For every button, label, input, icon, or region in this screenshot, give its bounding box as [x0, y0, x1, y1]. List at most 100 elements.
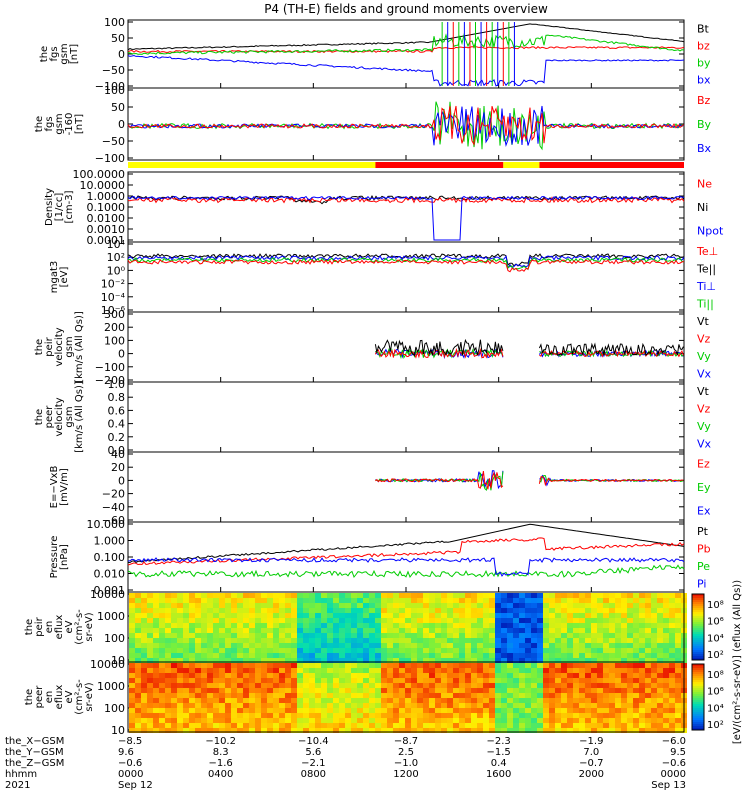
- spectrogram-cell: [675, 658, 681, 663]
- spectrogram-cell: [441, 668, 447, 673]
- spectrogram-cell: [177, 623, 183, 628]
- spectrogram-cell: [249, 623, 255, 628]
- spectrogram-cell: [339, 613, 345, 618]
- spectrogram-cell: [453, 698, 459, 703]
- spectrogram-cell: [489, 673, 495, 678]
- spectrogram-cell: [273, 598, 279, 603]
- spectrogram-cell: [135, 598, 141, 603]
- spectrogram-cell: [177, 633, 183, 638]
- spectrogram-cell: [429, 688, 435, 693]
- spectrogram-cell: [255, 633, 261, 638]
- spectrogram-cell: [633, 728, 639, 733]
- spectrogram-cell: [615, 648, 621, 653]
- spectrogram-cell: [675, 648, 681, 653]
- spectrogram-cell: [153, 623, 159, 628]
- spectrogram-cell: [591, 643, 597, 648]
- spectrogram-cell: [633, 608, 639, 613]
- spectrogram-cell: [435, 623, 441, 628]
- spectrogram-cell: [417, 708, 423, 713]
- spectrogram-cell: [171, 608, 177, 613]
- spectrogram-cell: [585, 628, 591, 633]
- spectrogram-cell: [189, 623, 195, 628]
- spectrogram-cell: [273, 683, 279, 688]
- spectrogram-cell: [561, 648, 567, 653]
- spectrogram-cell: [141, 608, 147, 613]
- spectrogram-cell: [297, 723, 303, 728]
- spectrogram-cell: [657, 723, 663, 728]
- spectrogram-cell: [159, 608, 165, 613]
- spectrogram-cell: [537, 723, 543, 728]
- spectrogram-cell: [663, 628, 669, 633]
- spectrogram-cell: [585, 678, 591, 683]
- spectrogram-cell: [453, 598, 459, 603]
- spectrogram-cell: [291, 648, 297, 653]
- spectrogram-cell: [315, 688, 321, 693]
- spectrogram-cell: [195, 593, 201, 598]
- spectrogram-cell: [387, 703, 393, 708]
- spectrogram-cell: [573, 708, 579, 713]
- spectrogram-cell: [567, 678, 573, 683]
- spectrogram-cell: [567, 613, 573, 618]
- y-axis-label: fgs: [49, 46, 60, 61]
- spectrogram-cell: [531, 683, 537, 688]
- spectrogram-cell: [651, 648, 657, 653]
- spectrogram-cell: [255, 628, 261, 633]
- spectrogram-cell: [393, 608, 399, 613]
- spectrogram-cell: [591, 683, 597, 688]
- x-column-value: −2.3: [487, 736, 511, 747]
- series-velocity: [538, 342, 684, 357]
- spectrogram-cell: [141, 723, 147, 728]
- spectrogram-cell: [615, 613, 621, 618]
- legend-bz: bz: [697, 40, 710, 53]
- spectrogram-cell: [201, 623, 207, 628]
- spectrogram-cell: [225, 638, 231, 643]
- spectrogram-cell: [405, 673, 411, 678]
- spectrogram-cell: [669, 608, 675, 613]
- spectrogram-cell: [609, 648, 615, 653]
- spectrogram-cell: [411, 603, 417, 608]
- spectrogram-cell: [273, 643, 279, 648]
- spectrogram-cell: [393, 643, 399, 648]
- spectrogram-cell: [381, 613, 387, 618]
- spectrogram-cell: [165, 643, 171, 648]
- colorbar-cell: [692, 596, 704, 598]
- spectrogram-cell: [417, 608, 423, 613]
- spectrogram-cell: [429, 638, 435, 643]
- spectrogram-cell: [279, 623, 285, 628]
- spectrogram-cell: [381, 678, 387, 683]
- spectrogram-cell: [135, 718, 141, 723]
- spectrogram-cell: [375, 593, 381, 598]
- spectrogram-cell: [561, 728, 567, 733]
- y-axis-label: peir: [34, 616, 45, 636]
- spectrogram-cell: [609, 678, 615, 683]
- spectrogram-cell: [189, 628, 195, 633]
- spectrogram-cell: [333, 693, 339, 698]
- spectrogram-cell: [381, 593, 387, 598]
- spectrogram-cell: [183, 658, 189, 663]
- spectrogram-cell: [657, 608, 663, 613]
- y-axis-label: the: [39, 46, 50, 62]
- spectrogram-cell: [447, 593, 453, 598]
- spectrogram-cell: [339, 603, 345, 608]
- spectrogram-cell: [327, 698, 333, 703]
- spectrogram-cell: [447, 658, 453, 663]
- spectrogram-cell: [273, 723, 279, 728]
- spectrogram-cell: [555, 678, 561, 683]
- spectrogram-cell: [669, 703, 675, 708]
- spectrogram-cell: [315, 608, 321, 613]
- spectrogram-cell: [519, 708, 525, 713]
- spectrogram-cell: [363, 708, 369, 713]
- colorbar-cell: [692, 624, 704, 626]
- spectrogram-cell: [333, 698, 339, 703]
- spectrogram-cell: [513, 608, 519, 613]
- spectrogram-cell: [321, 628, 327, 633]
- spectrogram-cell: [525, 653, 531, 658]
- spectrogram-cell: [153, 638, 159, 643]
- spectrogram-cell: [165, 593, 171, 598]
- spectrogram-cell: [141, 628, 147, 633]
- spectrogram-cell: [501, 623, 507, 628]
- spectrogram-cell: [417, 683, 423, 688]
- spectrogram-cell: [411, 633, 417, 638]
- spectrogram-cell: [375, 673, 381, 678]
- spectrogram-cell: [591, 653, 597, 658]
